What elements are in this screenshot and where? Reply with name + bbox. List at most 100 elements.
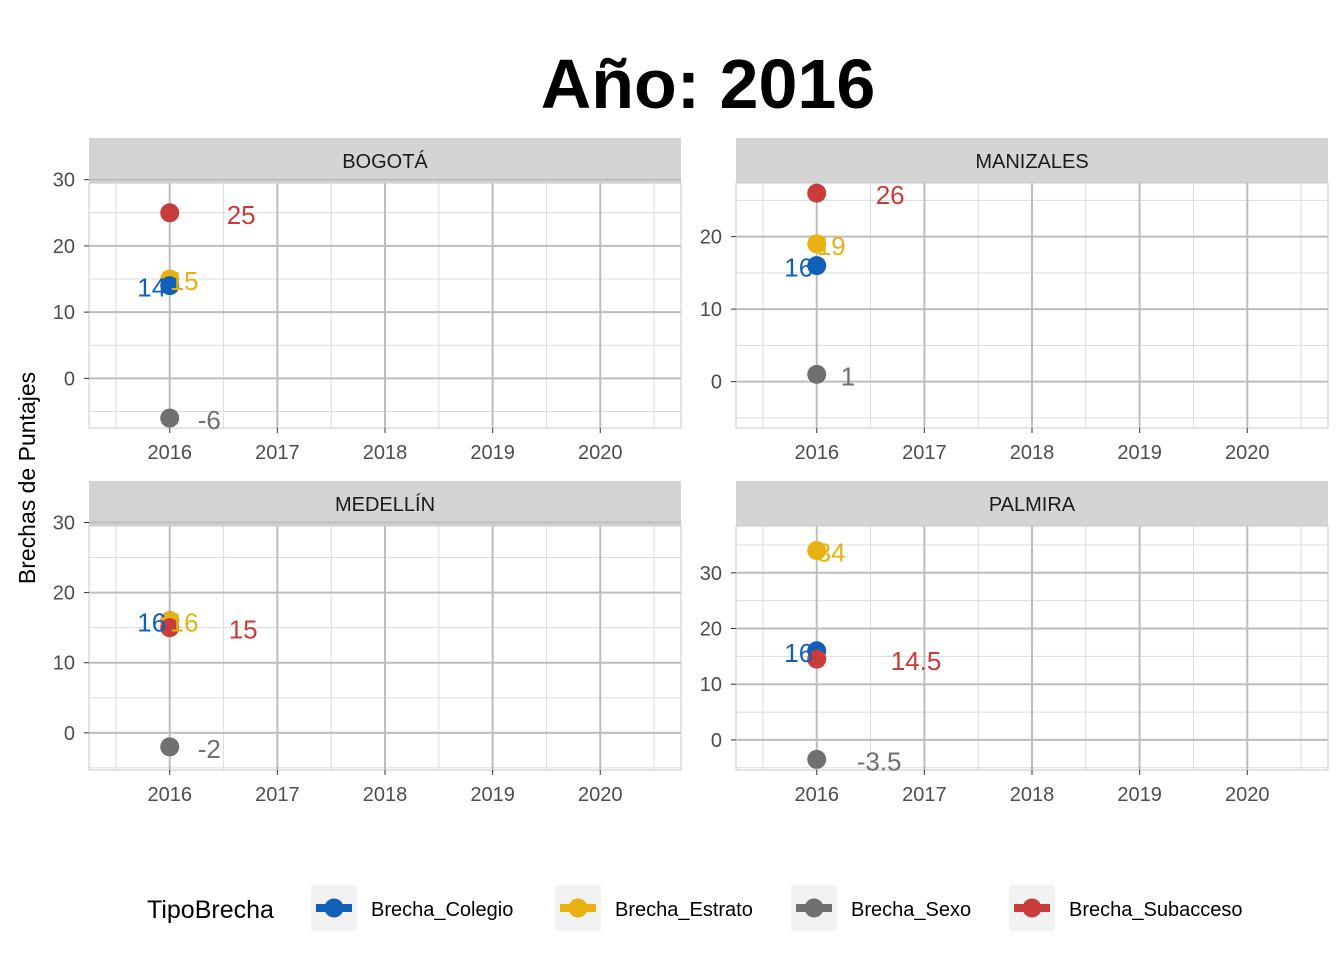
x-tick-label: 2017 — [255, 784, 300, 806]
data-point — [807, 234, 827, 254]
data-point — [160, 203, 180, 223]
legend-label: Brecha_Colegio — [371, 899, 513, 921]
x-tick-label: 2020 — [578, 442, 623, 464]
data-points — [160, 203, 180, 428]
data-label: 26 — [876, 180, 905, 210]
data-label: 15 — [229, 615, 258, 645]
legend-label: Brecha_Estrato — [615, 899, 753, 921]
x-tick-label: 2019 — [470, 784, 515, 806]
y-axis-label: Brechas de Puntajes — [14, 372, 40, 584]
legend-title: TipoBrecha — [147, 896, 274, 924]
y-tick-label: 0 — [64, 368, 75, 390]
gridlines — [736, 183, 1328, 428]
facet-strip — [736, 481, 1328, 526]
legend-item: Brecha_Colegio — [311, 885, 513, 931]
x-tick-label: 2018 — [1010, 784, 1055, 806]
data-label: 34 — [817, 538, 846, 568]
y-tick-label: 10 — [53, 302, 75, 324]
data-point — [807, 364, 827, 384]
data-label: 16 — [784, 638, 813, 668]
facet-strip-label: PALMIRA — [989, 494, 1076, 516]
data-point — [160, 618, 180, 638]
facet-strip-label: MANIZALES — [975, 151, 1088, 173]
gridlines — [89, 178, 681, 428]
data-point — [807, 649, 827, 669]
legend-label: Brecha_Subacceso — [1069, 899, 1242, 921]
y-tick-label: 0 — [64, 723, 75, 745]
x-tick-label: 2019 — [1117, 784, 1162, 806]
y-tick-label: 0 — [711, 372, 722, 394]
facet-panel: PALMIRA 2016 2017 2018 2019 2020 0 10 20 30 34 16 14… — [700, 481, 1329, 806]
legend-key-point — [804, 898, 824, 918]
y-tick-label: 10 — [700, 299, 722, 321]
legend-key-point — [568, 898, 588, 918]
data-label: 1 — [841, 361, 855, 391]
data-label: 16 — [784, 253, 813, 283]
data-label: 14 — [137, 273, 166, 303]
facet-strip — [736, 138, 1328, 183]
y-tick-label: 30 — [53, 170, 75, 192]
data-label: -2 — [198, 734, 221, 764]
data-point — [807, 749, 827, 769]
data-labels: 16 16 15 -2 — [137, 608, 257, 764]
data-labels: 34 16 14.5 -3.5 — [784, 538, 941, 777]
facet-panel: MANIZALES 2016 2017 2018 2019 2020 0 10 20 26 1916… — [700, 138, 1329, 464]
legend-item: Brecha_Sexo — [791, 885, 971, 931]
data-point — [807, 541, 827, 561]
y-tick-label: 0 — [711, 730, 722, 752]
data-point — [807, 183, 827, 203]
y-tick-label: 10 — [700, 674, 722, 696]
x-tick-label: 2020 — [1225, 784, 1270, 806]
data-label: -3.5 — [857, 746, 902, 776]
data-label: -6 — [198, 405, 221, 435]
data-label: 25 — [227, 200, 256, 230]
data-label: 15 — [170, 266, 199, 296]
data-points — [807, 541, 827, 769]
legend-item: Brecha_Estrato — [555, 885, 753, 931]
data-label: 14.5 — [891, 646, 942, 676]
x-tick-label: 2017 — [255, 442, 300, 464]
legend-label: Brecha_Sexo — [851, 899, 971, 921]
data-point — [807, 256, 827, 276]
chart-title: Año: 2016 — [541, 45, 876, 123]
legend: TipoBrecha Brecha_Colegio Brecha_Estrato B… — [147, 885, 1242, 931]
x-tick-label: 2016 — [147, 442, 192, 464]
x-tick-label: 2019 — [1117, 442, 1162, 464]
facet-strip-label: MEDELLÍN — [335, 493, 435, 516]
y-tick-label: 20 — [53, 236, 75, 258]
y-tick-label: 30 — [53, 512, 75, 534]
data-label: 19 — [817, 231, 846, 261]
data-label: 16 — [137, 608, 166, 638]
x-tick-label: 2019 — [470, 442, 515, 464]
y-tick-label: 20 — [700, 227, 722, 249]
data-points — [160, 611, 180, 757]
legend-key-point — [1022, 898, 1042, 918]
facet-strip — [89, 138, 681, 183]
facet-strip — [89, 481, 681, 526]
y-tick-label: 20 — [53, 583, 75, 605]
y-tick-label: 30 — [700, 563, 722, 585]
gridlines — [736, 526, 1328, 770]
data-point — [160, 276, 180, 296]
data-point — [160, 737, 180, 757]
y-tick-label: 20 — [700, 619, 722, 641]
data-point — [160, 408, 180, 428]
legend-key-point — [324, 898, 344, 918]
x-tick-label: 2017 — [902, 442, 947, 464]
x-tick-label: 2020 — [1225, 442, 1270, 464]
legend-item: Brecha_Subacceso — [1009, 885, 1242, 931]
y-tick-label: 10 — [53, 653, 75, 675]
x-tick-label: 2016 — [794, 442, 839, 464]
x-tick-label: 2016 — [794, 784, 839, 806]
x-tick-label: 2020 — [578, 784, 623, 806]
facet-strip-label: BOGOTÁ — [342, 150, 428, 173]
x-tick-label: 2017 — [902, 784, 947, 806]
x-tick-label: 2016 — [147, 784, 192, 806]
x-tick-label: 2018 — [363, 442, 408, 464]
